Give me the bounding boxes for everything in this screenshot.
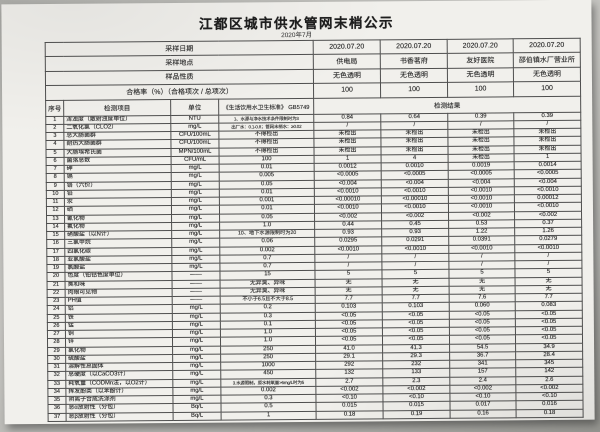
sample-info-value-1: 供电局 bbox=[313, 54, 381, 70]
row-no: 20 bbox=[46, 272, 66, 282]
row-no: 35 bbox=[47, 396, 67, 405]
row-no: 6 bbox=[46, 157, 65, 166]
row-no: 19 bbox=[46, 264, 65, 273]
row-no: 15 bbox=[46, 231, 65, 240]
sample-info-value-1: 2020.07.20 bbox=[313, 39, 381, 55]
sample-info-value-4: 2020.07.20 bbox=[513, 38, 581, 54]
sample-info-value-1: 100 bbox=[313, 83, 381, 98]
row-no: 32 bbox=[47, 371, 66, 381]
row-no: 10 bbox=[46, 190, 65, 199]
sample-info-value-4: 无色透明 bbox=[513, 67, 581, 82]
row-no: 36 bbox=[48, 404, 67, 414]
row-no: 4 bbox=[45, 140, 64, 150]
row-no: 31 bbox=[47, 363, 66, 372]
row-no: 2 bbox=[45, 124, 64, 133]
sample-info-value-3: 100 bbox=[447, 81, 514, 97]
row-no: 29 bbox=[47, 346, 66, 356]
result-4: 0.18 bbox=[516, 408, 584, 418]
sample-info-value-2: 无色透明 bbox=[380, 68, 448, 84]
row-no: 23 bbox=[47, 297, 66, 306]
water-quality-table: 采样日期 2020.07.20 2020.07.20 2020.07.20 2020.0… bbox=[45, 38, 584, 422]
row-no: 1 bbox=[45, 115, 64, 125]
sample-info-value-2: 2020.07.20 bbox=[380, 39, 448, 55]
result-3: 0.16 bbox=[450, 409, 517, 419]
results-section: 1 浑浊度（散射浊度单位） NTU 1、水源与净水技术条件限制时为3 0.84 0.64 0… bbox=[45, 111, 584, 422]
row-no: 13 bbox=[46, 214, 65, 224]
sample-info-section: 采样日期 2020.07.20 2020.07.20 2020.07.20 2020.0… bbox=[45, 38, 581, 101]
sample-info-value-4: 邵伯镇水厂营业所 bbox=[513, 52, 581, 68]
row-no: 27 bbox=[47, 330, 66, 339]
row-no: 8 bbox=[46, 173, 65, 183]
col-header-standard: 《生活饮用水卫生标准》 GB5749 bbox=[218, 97, 314, 115]
row-no: 26 bbox=[47, 322, 66, 331]
sample-info-value-3: 无色透明 bbox=[447, 67, 514, 83]
row-no: 12 bbox=[46, 206, 65, 216]
sample-info-value-3: 友好医院 bbox=[447, 53, 514, 69]
unit: Bq/L bbox=[173, 411, 222, 421]
row-no: 7 bbox=[46, 165, 65, 174]
row-no: 22 bbox=[47, 289, 66, 298]
item-name: 总β放射性（分包） bbox=[66, 412, 174, 422]
row-no: 11 bbox=[46, 198, 65, 207]
standard-limit: 出厂水：0.1-0.8；管网末梢水：≥0.02 bbox=[218, 122, 314, 132]
row-no: 28 bbox=[47, 338, 66, 348]
row-no: 24 bbox=[47, 305, 66, 315]
col-header-unit: 单位 bbox=[170, 98, 219, 116]
row-no: 3 bbox=[45, 132, 64, 141]
sample-info-value-3: 2020.07.20 bbox=[447, 38, 514, 54]
row-no: 33 bbox=[47, 379, 66, 389]
row-no: 14 bbox=[46, 223, 65, 232]
result-2: 0.19 bbox=[383, 409, 451, 419]
row-no: 37 bbox=[48, 412, 67, 422]
row-no: 17 bbox=[46, 247, 65, 257]
row-no: 34 bbox=[47, 388, 66, 397]
row-no: 25 bbox=[47, 313, 66, 323]
standard-limit: 1 bbox=[221, 410, 317, 420]
sample-info-value-2: 100 bbox=[380, 82, 448, 98]
document-page: 江都区城市供水管网末梢公示 2020年7月 采样日期 2020.07.20 2020… bbox=[1, 0, 595, 425]
result-1: 0.18 bbox=[316, 410, 384, 420]
standard-limit: 3.水源限制，原水耗氧量>6mg/L时为5 bbox=[220, 377, 316, 387]
sample-info-value-4: 100 bbox=[513, 81, 581, 97]
row-no: 9 bbox=[46, 181, 65, 191]
row-no: 16 bbox=[46, 239, 65, 249]
sample-info-value-1: 无色透明 bbox=[313, 68, 381, 84]
row-no: 18 bbox=[46, 256, 65, 265]
row-no: 30 bbox=[47, 355, 66, 364]
col-header-no: 序号 bbox=[45, 99, 64, 117]
sample-info-value-2: 书香茗府 bbox=[380, 53, 448, 69]
row-no: 5 bbox=[45, 148, 65, 158]
col-header-item: 检测项目 bbox=[63, 99, 171, 116]
row-no: 21 bbox=[47, 280, 66, 290]
